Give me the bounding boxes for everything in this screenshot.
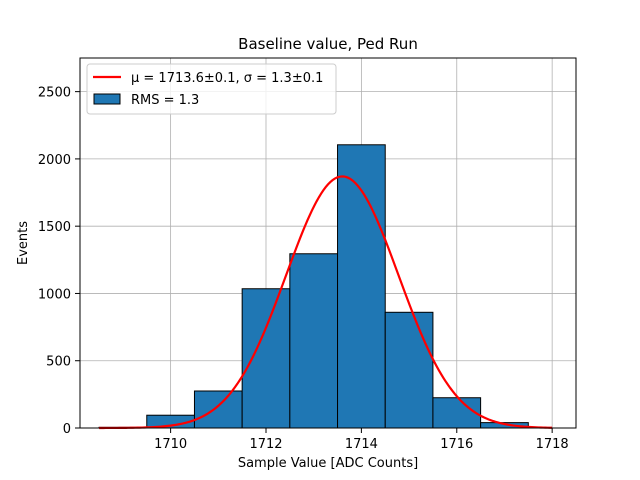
histogram-bar (337, 144, 386, 429)
histogram-bar (193, 390, 243, 429)
legend-box (86, 63, 337, 115)
y-tick-label: 0 (63, 422, 71, 437)
legend: μ = 1713.6±0.1, σ = 1.3±0.1 RMS = 1.3 (86, 63, 337, 115)
histogram-bar (432, 397, 482, 429)
y-tick-label: 1500 (38, 220, 71, 235)
x-tick-label: 1714 (345, 437, 378, 452)
x-axis-label: Sample Value [ADC Counts] (238, 456, 418, 471)
x-tick-label: 1710 (154, 437, 187, 452)
histogram-bar (289, 253, 339, 429)
legend-histogram-label: RMS = 1.3 (131, 93, 199, 108)
y-tick-label: 500 (46, 355, 71, 370)
plot-area-frame (79, 57, 577, 429)
legend-fit-label: μ = 1713.6±0.1, σ = 1.3±0.1 (131, 71, 323, 86)
legend-histogram-swatch (93, 93, 121, 105)
fit-curve (99, 175, 553, 430)
histogram-bar (241, 288, 291, 429)
x-axis-ticks: 1710 1712 1714 1716 1718 (154, 428, 569, 452)
histogram-bar (384, 311, 434, 429)
x-tick-label: 1716 (440, 437, 473, 452)
y-axis-ticks: 0 500 1000 1500 2000 2500 (38, 86, 80, 437)
chart-title: Baseline value, Ped Run (238, 35, 418, 53)
y-tick-label: 1000 (38, 287, 71, 302)
gaussian-fit (99, 175, 553, 430)
y-tick-label: 2000 (38, 153, 71, 168)
y-axis-label: Events (16, 221, 31, 265)
x-tick-label: 1712 (249, 437, 282, 452)
y-tick-label: 2500 (38, 86, 71, 101)
x-tick-label: 1718 (536, 437, 569, 452)
